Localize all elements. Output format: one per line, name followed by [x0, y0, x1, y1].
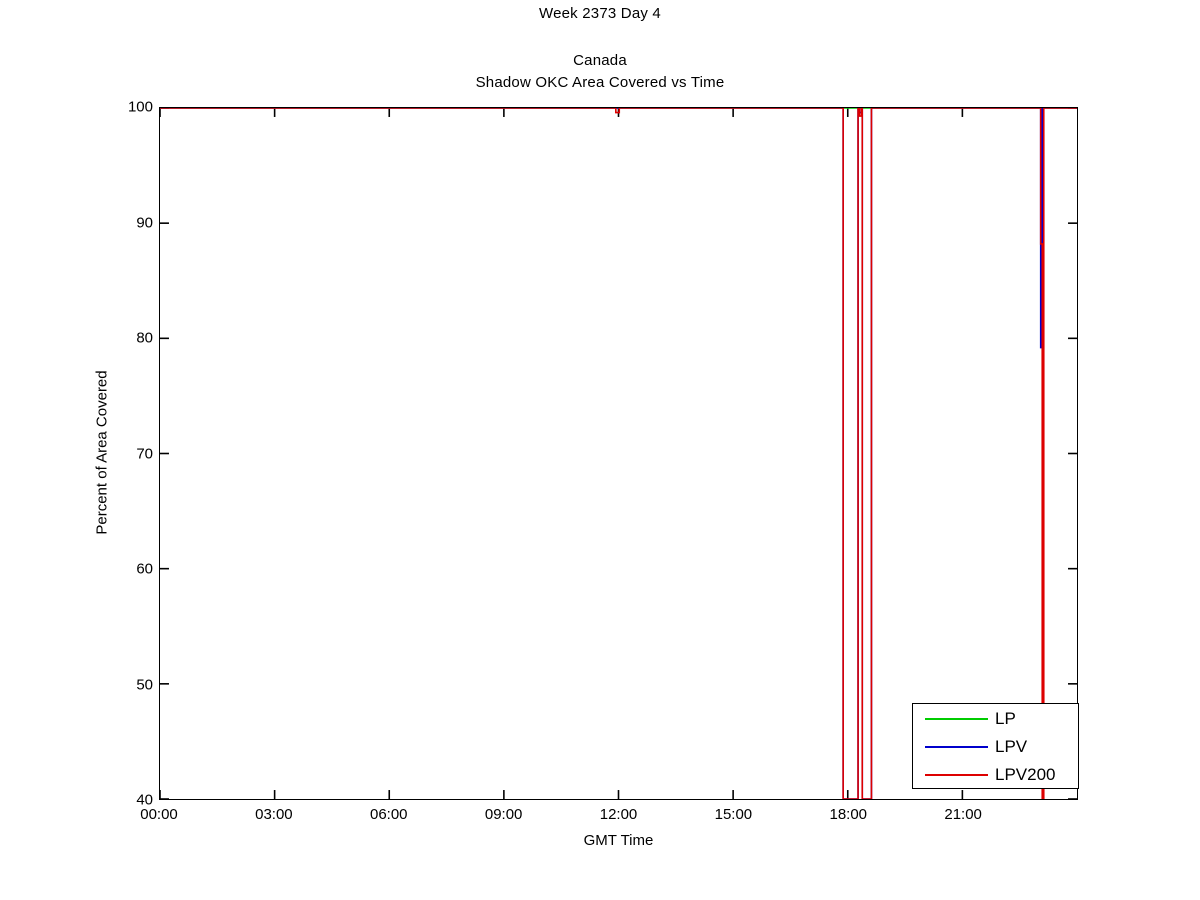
- y-tick-label: 50: [136, 676, 153, 693]
- y-tick-label: 80: [136, 329, 153, 347]
- axes-title: Canada Shadow OKC Area Covered vs Time: [0, 50, 1200, 94]
- y-axis-tick-marks: [160, 108, 1077, 799]
- axes-title-line1: Canada: [573, 52, 627, 69]
- legend-color-swatch: [925, 774, 988, 776]
- x-tick-label: 15:00: [714, 806, 753, 823]
- y-tick-label: 100: [127, 98, 153, 116]
- y-tick-label: 40: [136, 791, 153, 809]
- x-tick-label: 00:00: [140, 806, 178, 823]
- legend-item-lpv200: LPV200: [913, 761, 1080, 789]
- x-axis-label: GMT Time: [583, 832, 654, 849]
- legend-item-label: LP: [995, 709, 1016, 728]
- plot-svg: [160, 108, 1077, 799]
- legend-color-swatch: [925, 746, 988, 748]
- x-axis-tick-labels: 00:00 03:00 06:00 09:00 12:00 15:00 18:00 21:00: [140, 806, 1078, 828]
- x-tick-label: 21:00: [944, 806, 982, 823]
- series-line-lpv200: [160, 108, 1077, 799]
- y-tick-label: 70: [136, 445, 153, 462]
- series-line-lpv: [160, 108, 1077, 799]
- y-tick-label: 60: [136, 560, 153, 578]
- legend-item-lpv: LPV: [913, 733, 1080, 761]
- plot-area: [159, 107, 1078, 800]
- figure-suptitle: Week 2373 Day 4: [539, 5, 661, 22]
- y-axis-tick-labels: 40 50 60 70 80 90 100: [101, 99, 153, 809]
- axes-title-line2: Shadow OKC Area Covered vs Time: [475, 74, 725, 91]
- legend-item-lp: LP: [913, 705, 1080, 733]
- x-tick-label: 06:00: [369, 806, 408, 823]
- x-tick-label: 09:00: [484, 806, 523, 823]
- x-tick-label: 12:00: [599, 806, 638, 823]
- x-axis-tick-marks: [160, 108, 964, 799]
- legend-box: LP LPV LPV200: [912, 703, 1079, 789]
- y-tick-label: 90: [136, 214, 153, 231]
- legend-color-swatch: [925, 718, 988, 720]
- data-series-group: [160, 108, 1077, 799]
- x-tick-label: 18:00: [829, 806, 868, 823]
- legend-item-label: LPV: [995, 737, 1028, 756]
- legend-item-label: LPV200: [995, 765, 1056, 784]
- x-tick-label: 03:00: [255, 806, 293, 823]
